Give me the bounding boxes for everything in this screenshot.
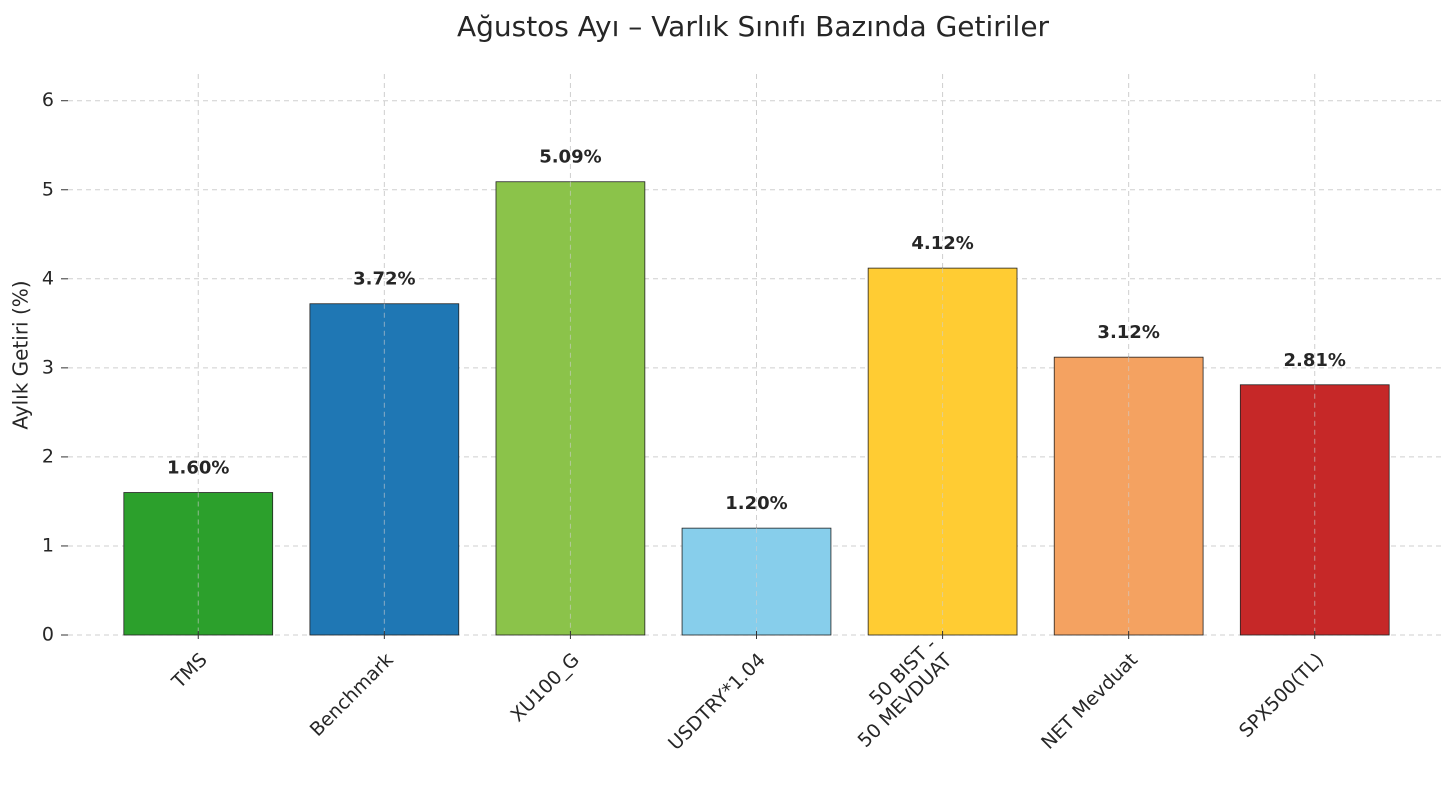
value-label: 5.09%	[539, 147, 601, 168]
value-label: 4.12%	[911, 233, 973, 254]
x-tick-label: USDTRY*1.04	[664, 649, 770, 755]
y-tick-label: 2	[42, 445, 54, 467]
y-tick-label: 6	[42, 89, 54, 111]
y-tick-label: 5	[42, 178, 54, 200]
chart-title: Ağustos Ayı – Varlık Sınıfı Bazında Geti…	[457, 10, 1050, 43]
value-label: 1.20%	[725, 493, 787, 514]
y-tick-label: 3	[42, 356, 54, 378]
x-tick-group: TMS	[167, 649, 212, 694]
x-tick-group: NET Mevduat	[1037, 649, 1142, 754]
bar	[681, 527, 832, 636]
value-label: 2.81%	[1284, 350, 1346, 371]
value-label: 3.12%	[1097, 322, 1159, 343]
x-tick-group: USDTRY*1.04	[664, 649, 770, 755]
x-tick-group: SPX500(TL)	[1235, 649, 1328, 742]
value-label: 3.72%	[353, 269, 415, 290]
y-tick-label: 0	[42, 624, 54, 646]
y-tick-label: 1	[42, 534, 54, 556]
x-tick-label: XU100_G	[506, 649, 583, 726]
x-tick-label: NET Mevduat	[1037, 649, 1142, 754]
y-axis-label: Aylık Getiri (%)	[9, 280, 33, 429]
y-tick-label: 4	[42, 267, 54, 289]
x-tick-label: TMS	[167, 649, 212, 694]
x-tick-group: XU100_G	[506, 649, 583, 726]
x-tick-label: Benchmark	[306, 649, 398, 741]
x-tick-group: 50 BIST -50 MEVDUAT	[838, 633, 956, 751]
x-tick-group: Benchmark	[306, 649, 398, 741]
value-label: 1.60%	[167, 458, 229, 479]
x-tick-label: 50 BIST -50 MEVDUAT	[838, 633, 956, 751]
x-tick-label: SPX500(TL)	[1235, 649, 1328, 742]
